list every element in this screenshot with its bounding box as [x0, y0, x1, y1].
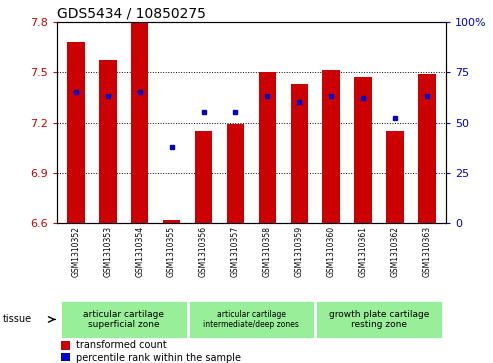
Bar	[418, 74, 436, 223]
Bar	[387, 131, 404, 223]
Text: GSM1310355: GSM1310355	[167, 225, 176, 277]
Bar	[67, 42, 85, 223]
Bar	[61, 353, 70, 361]
Bar	[259, 72, 276, 223]
Bar	[131, 24, 148, 223]
Text: GSM1310354: GSM1310354	[135, 225, 144, 277]
Text: articular cartilage
intermediate/deep zones: articular cartilage intermediate/deep zo…	[204, 310, 299, 329]
Text: percentile rank within the sample: percentile rank within the sample	[76, 352, 241, 363]
Bar	[99, 60, 116, 223]
Text: tissue: tissue	[2, 314, 32, 325]
Bar	[290, 84, 308, 223]
Text: growth plate cartilage
resting zone: growth plate cartilage resting zone	[329, 310, 429, 329]
Text: GSM1310357: GSM1310357	[231, 225, 240, 277]
Bar	[195, 131, 212, 223]
Bar	[60, 300, 187, 339]
Bar	[227, 124, 244, 223]
Text: GSM1310362: GSM1310362	[390, 225, 400, 277]
Text: GSM1310359: GSM1310359	[295, 225, 304, 277]
Bar	[322, 70, 340, 223]
Bar	[316, 300, 443, 339]
Bar	[61, 341, 70, 350]
Text: transformed count: transformed count	[76, 340, 167, 350]
Text: GSM1310360: GSM1310360	[327, 225, 336, 277]
Text: GSM1310356: GSM1310356	[199, 225, 208, 277]
Bar	[354, 77, 372, 223]
Bar	[163, 220, 180, 223]
Text: GDS5434 / 10850275: GDS5434 / 10850275	[57, 7, 206, 21]
Bar	[187, 300, 316, 339]
Text: GSM1310358: GSM1310358	[263, 225, 272, 277]
Text: GSM1310352: GSM1310352	[71, 225, 80, 277]
Text: articular cartilage
superficial zone: articular cartilage superficial zone	[83, 310, 164, 329]
Text: GSM1310353: GSM1310353	[103, 225, 112, 277]
Text: GSM1310363: GSM1310363	[423, 225, 431, 277]
Text: GSM1310361: GSM1310361	[359, 225, 368, 277]
